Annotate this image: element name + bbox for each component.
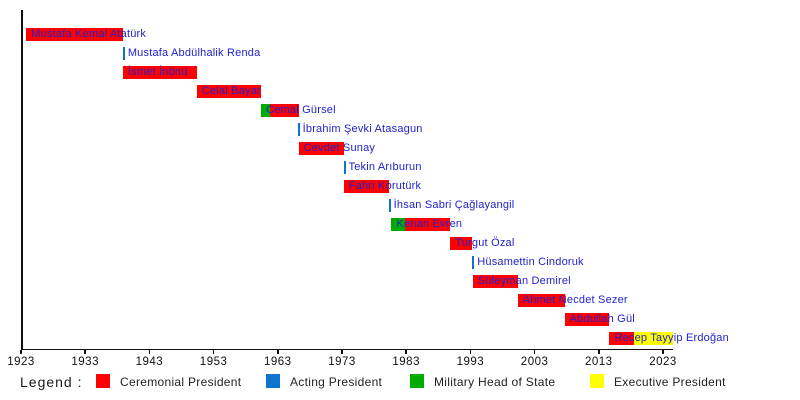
timeline-bar-label: Abdullah Gül [569,313,635,325]
x-axis-tick [277,350,279,354]
timeline-bar-segment [122,66,197,79]
timeline-bar-label: İhsan Sabri Çağlayangil [393,199,515,211]
x-axis-tick [84,350,86,354]
timeline-bar-label: Kenan Evren [396,218,463,230]
timeline-bar-segment [609,332,635,345]
timeline-bar-segment [196,85,262,98]
military-swatch [410,374,424,388]
timeline-bar-segment [564,313,610,326]
x-axis-tick [662,350,664,354]
timeline-bar-segment [298,142,344,155]
executive-swatch [590,374,604,388]
timeline-bar-segment [270,104,299,117]
x-axis-tick [20,350,22,354]
timeline-bar-label: Turgut Özal [455,237,515,249]
timeline-bar-segment [297,123,300,136]
timeline-bar-label: Tekin Arıburun [348,161,422,173]
timeline-bar-segment [261,104,271,117]
timeline-bar-segment [388,199,392,212]
timeline-bar-label: Fahri Korutürk [348,180,422,192]
legend-item-label: Acting President [290,375,383,389]
timeline-bar-label: Cemal Gürsel [266,104,336,116]
legend: Legend : Ceremonial President Acting Pres… [0,370,800,400]
legend-title: Legend : [20,374,83,390]
timeline-bar-label: Recep Tayyip Erdoğan [614,332,729,344]
x-axis-tick [405,350,407,354]
acting-swatch [266,374,280,388]
x-axis-tick [469,350,472,354]
timeline-bar-segment [517,294,565,307]
x-axis-tick-label: 1963 [264,356,292,368]
x-axis-tick [598,350,600,354]
timeline-bar-label: İsmet İnönü [127,66,188,78]
x-axis-tick-label: 1983 [392,356,420,368]
x-axis-tick-label: 2013 [585,356,613,368]
legend-item-label: Executive President [614,375,726,389]
x-axis-tick-label: 1973 [328,356,356,368]
x-axis-tick-label: 2023 [649,356,677,368]
timeline-bar-segment [450,237,473,250]
timeline-bar-label: Mustafa Abdülhalik Renda [127,47,261,59]
timeline-bar-segment [634,332,674,345]
x-axis-tick-label: 1933 [71,356,99,368]
x-axis-tick [148,350,151,354]
timeline-bar-segment [26,28,123,41]
timeline-bar-segment [122,47,125,60]
timeline-bar-segment [343,161,346,174]
timeline-bar-label: Hüsamettin Cindoruk [477,256,584,268]
timeline-bar-segment [472,275,518,288]
timeline-bar-label: Ahmet Necdet Sezer [522,294,628,306]
timeline-bar-label: Cevdet Sunay [303,142,376,154]
timeline-bar-label: Celal Bayar [201,85,261,97]
x-axis-tick [533,350,536,354]
x-axis-tick [341,350,343,354]
x-axis-tick-label: 1923 [7,356,35,368]
timeline-bar-label: İbrahim Şevki Atasagun [302,123,423,135]
x-axis-tick-label: 1953 [199,356,228,368]
timeline-bar-segment [472,256,475,269]
x-axis-tick-label: 1943 [135,356,164,368]
x-axis-tick [212,350,215,354]
timeline-bar-segment [405,218,451,231]
timeline-bar-segment [391,218,406,231]
timeline-bar-label: Süleyman Demirel [477,275,571,287]
ceremonial-swatch [96,374,110,388]
x-axis-line [21,348,674,350]
legend-item-label: Military Head of State [434,375,556,389]
x-axis-tick-label: 1993 [456,356,485,368]
timeline-bar-segment [343,180,389,193]
y-axis-line [21,10,23,350]
x-axis-tick-label: 2003 [520,356,549,368]
timeline-bar-label: Mustafa Kemal Atatürk [31,28,147,40]
plot-area: 1923 1933 1943 1953 1963 1973 1983 1993 2003 2013… [7,10,729,368]
legend-item-label: Ceremonial President [120,375,242,389]
